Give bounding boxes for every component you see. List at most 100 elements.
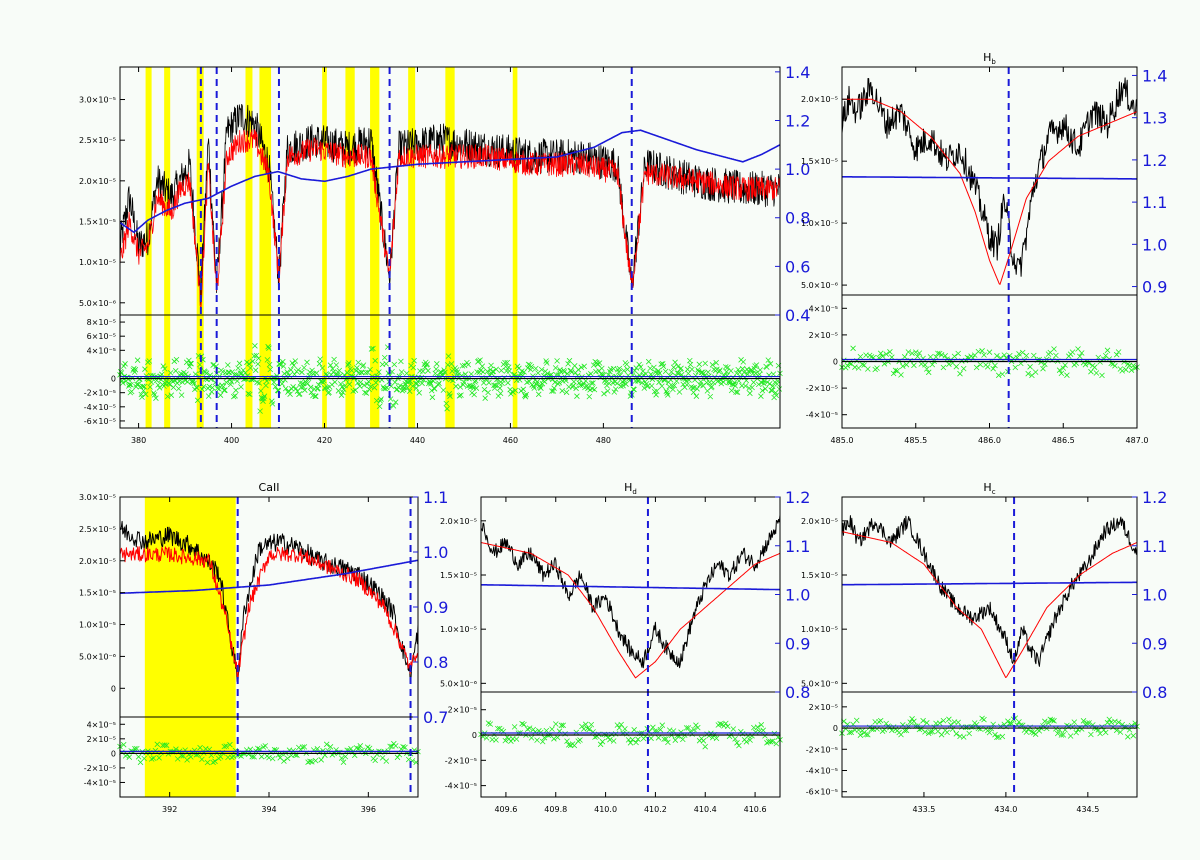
x-tick-label: 433.5 — [912, 805, 935, 814]
shaded-band — [245, 67, 253, 428]
y2-tick-label: 1.1 — [1142, 193, 1167, 212]
y-tick-label: 1.5×10⁻⁵ — [79, 589, 116, 598]
shaded-band — [259, 67, 272, 428]
panel-2: 485.0 485.5 486.0 486.5 487.0 5.0×10⁻⁶ 1.0×10⁻… — [801, 51, 1168, 445]
y2-tick-label: 1.2 — [785, 111, 810, 130]
x-tick-label: 410.6 — [744, 805, 767, 814]
y2-tick-label: 1.1 — [1142, 537, 1167, 556]
series-line-3 — [119, 559, 419, 595]
x-tick-label: 410.2 — [644, 805, 667, 814]
y2-tick-label: 1.4 — [785, 63, 810, 82]
y-tick-label: 2.5×10⁻⁵ — [79, 525, 116, 534]
y2-tick-label: 0.7 — [423, 708, 448, 727]
panel-title: CaII — [259, 481, 280, 494]
res-tick-label: 4×10⁻⁵ — [87, 346, 116, 355]
x-tick-label: 486.0 — [978, 436, 1001, 445]
res-tick-label: 0 — [472, 731, 477, 740]
panel-title-subscript: b — [991, 58, 996, 66]
res-tick-label: 2×10⁻⁵ — [448, 706, 477, 715]
y2-tick-label: 0.8 — [423, 653, 448, 672]
y2-tick-label: 1.0 — [785, 586, 810, 605]
series-line-2 — [842, 98, 1138, 285]
y2-tick-label: 1.2 — [1142, 151, 1167, 170]
panel-title: Hd — [624, 481, 637, 496]
res-tick-label: 2×10⁻⁵ — [809, 703, 838, 712]
res-tick-label: 2×10⁻⁵ — [809, 331, 838, 340]
y2-tick-label: 1.3 — [1142, 109, 1167, 128]
y2-tick-label: 0.8 — [785, 209, 810, 228]
panel-frame — [480, 496, 781, 798]
y-tick-label: 5.0×10⁻⁶ — [801, 679, 838, 688]
res-tick-label: -6×10⁻⁵ — [806, 788, 838, 797]
y-tick-label: 0 — [111, 684, 116, 693]
y-tick-label: 2.0×10⁻⁵ — [79, 557, 116, 566]
y-tick-label: 1.0×10⁻⁵ — [801, 219, 838, 228]
y-tick-label: 1.5×10⁻⁵ — [801, 157, 838, 166]
series-line-3 — [841, 581, 1138, 586]
x-tick-label: 409.6 — [494, 805, 517, 814]
y-tick-label: 2.0×10⁻⁵ — [801, 517, 838, 526]
res-tick-label: 2×10⁻⁵ — [87, 735, 116, 744]
shaded-band — [322, 67, 327, 428]
res-tick-label: -4×10⁻⁵ — [806, 411, 838, 420]
shaded-band — [144, 497, 236, 797]
y-tick-label: 5.0×10⁻⁶ — [79, 652, 116, 661]
series-line-2 — [841, 531, 1138, 678]
res-tick-label: -4×10⁻⁵ — [84, 778, 116, 787]
y-tick-label: 1.0×10⁻⁵ — [79, 258, 116, 267]
y-tick-label: 1.0×10⁻⁵ — [801, 625, 838, 634]
y2-tick-label: 0.4 — [785, 306, 810, 325]
shaded-band — [164, 67, 171, 428]
y2-tick-label: 1.2 — [1142, 488, 1167, 507]
x-tick-label: 434.0 — [994, 805, 1017, 814]
x-tick-label: 480 — [596, 436, 611, 445]
x-tick-label: 460 — [503, 436, 518, 445]
res-tick-label: -4×10⁻⁵ — [84, 403, 116, 412]
y2-tick-label: 1.0 — [785, 160, 810, 179]
x-tick-label: 485.5 — [904, 436, 927, 445]
res-tick-label: -4×10⁻⁵ — [445, 782, 477, 791]
x-tick-label: 487.0 — [1126, 436, 1149, 445]
res-tick-label: -2×10⁻⁵ — [806, 384, 838, 393]
y2-tick-label: 1.1 — [785, 537, 810, 556]
y2-tick-label: 0.9 — [785, 634, 810, 653]
y-tick-label: 2.0×10⁻⁵ — [79, 177, 116, 186]
y2-tick-label: 1.0 — [1142, 235, 1167, 254]
series-line-3 — [841, 176, 1138, 180]
res-tick-label: -2×10⁻⁵ — [806, 745, 838, 754]
x-tick-label: 396 — [361, 805, 376, 814]
x-tick-label: 394 — [261, 805, 276, 814]
y2-tick-label: 1.0 — [1142, 586, 1167, 605]
x-tick-label: 420 — [317, 436, 332, 445]
x-tick-label: 409.8 — [544, 805, 567, 814]
res-tick-label: 8×10⁻⁵ — [87, 318, 116, 327]
panel-3: 392 394 396 0 5.0×10⁻⁶ 1.0×10⁻⁵ 1.5×10⁻⁵ 2.0×10… — [79, 481, 449, 814]
shaded-band — [345, 67, 355, 428]
panel-title: Hb — [983, 51, 996, 66]
x-tick-label: 486.5 — [1052, 436, 1075, 445]
res-tick-label: 6×10⁻⁵ — [87, 332, 116, 341]
y2-tick-label: 0.8 — [785, 683, 810, 702]
res-tick-label: 4×10⁻⁵ — [87, 720, 116, 729]
y2-tick-label: 1.1 — [423, 488, 448, 507]
y-tick-label: 1.5×10⁻⁵ — [79, 217, 116, 226]
x-tick-label: 410.4 — [694, 805, 717, 814]
series-line-3 — [480, 584, 781, 591]
panel-4: 409.6 409.8 410.0 410.2 410.4 410.6 5.0×10⁻⁶ 1.… — [440, 481, 811, 814]
y2-tick-label: 1.0 — [423, 543, 448, 562]
x-tick-label: 434.5 — [1076, 805, 1099, 814]
y-tick-label: 3.0×10⁻⁵ — [79, 96, 116, 105]
res-tick-label: 0 — [111, 749, 116, 758]
y-tick-label: 2.0×10⁻⁵ — [440, 517, 477, 526]
x-tick-label: 400 — [224, 436, 239, 445]
shaded-band — [445, 67, 455, 428]
res-tick-label: 0 — [833, 724, 838, 733]
y-tick-label: 1.0×10⁻⁵ — [79, 621, 116, 630]
shaded-band — [408, 67, 416, 428]
y2-tick-label: 0.9 — [1142, 634, 1167, 653]
series-line-3 — [119, 129, 781, 233]
series-line-2 — [119, 546, 419, 682]
res-tick-label: -6×10⁻⁵ — [84, 417, 116, 426]
y2-tick-label: 0.6 — [785, 257, 810, 276]
